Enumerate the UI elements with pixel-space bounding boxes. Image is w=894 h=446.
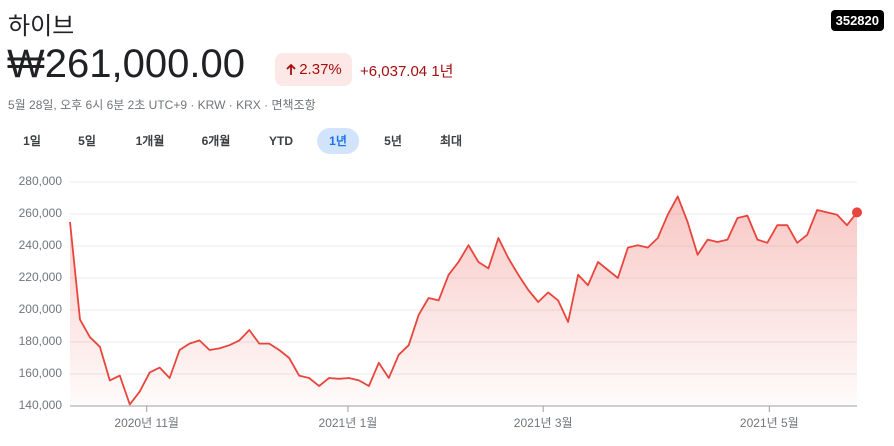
- range-tab[interactable]: 5년: [384, 134, 402, 148]
- up-arrow: [286, 63, 296, 75]
- x-tick-label: 2021년 5월: [740, 416, 799, 430]
- range-tab[interactable]: 최대: [439, 134, 463, 148]
- change-pct: 2.37%: [299, 61, 342, 78]
- y-tick-label: 260,000: [19, 206, 63, 220]
- price: ₩261,000.00: [7, 42, 245, 86]
- y-tick-label: 200,000: [19, 302, 63, 316]
- meta-info: 5월 28일, 오후 6시 6분 2초 UTC+9 · KRW · KRX · …: [8, 98, 316, 112]
- x-tick-label: 2020년 11월: [114, 416, 179, 430]
- change-period: 1년: [431, 63, 454, 80]
- ticker-badge: 352820: [830, 10, 884, 31]
- change-value: +6,037.04: [360, 63, 428, 80]
- area: [70, 196, 857, 406]
- price-line: [69, 195, 858, 406]
- change-badge: 2.37%: [275, 53, 352, 86]
- last-point: [852, 207, 862, 218]
- range-tab[interactable]: 1개월: [135, 134, 165, 148]
- y-tick-label: 160,000: [19, 366, 63, 380]
- range-tab[interactable]: 1일: [23, 134, 41, 148]
- x-tick-label: 2021년 1월: [319, 416, 378, 430]
- stock-name: 하이브: [8, 13, 75, 40]
- change-abs: +6,037.04 1년: [360, 60, 453, 81]
- range-tab[interactable]: 6개월: [201, 134, 231, 148]
- range-tab[interactable]: YTD: [269, 134, 293, 148]
- range-tab[interactable]: 1년: [317, 128, 359, 154]
- y-tick-label: 220,000: [19, 270, 63, 284]
- y-tick-label: 140,000: [19, 398, 63, 412]
- x-tick-label: 2021년 3월: [514, 416, 573, 430]
- y-tick-label: 180,000: [19, 334, 63, 348]
- y-tick-label: 280,000: [19, 174, 63, 188]
- y-tick-label: 240,000: [19, 238, 63, 252]
- range-tab[interactable]: 5일: [78, 134, 96, 148]
